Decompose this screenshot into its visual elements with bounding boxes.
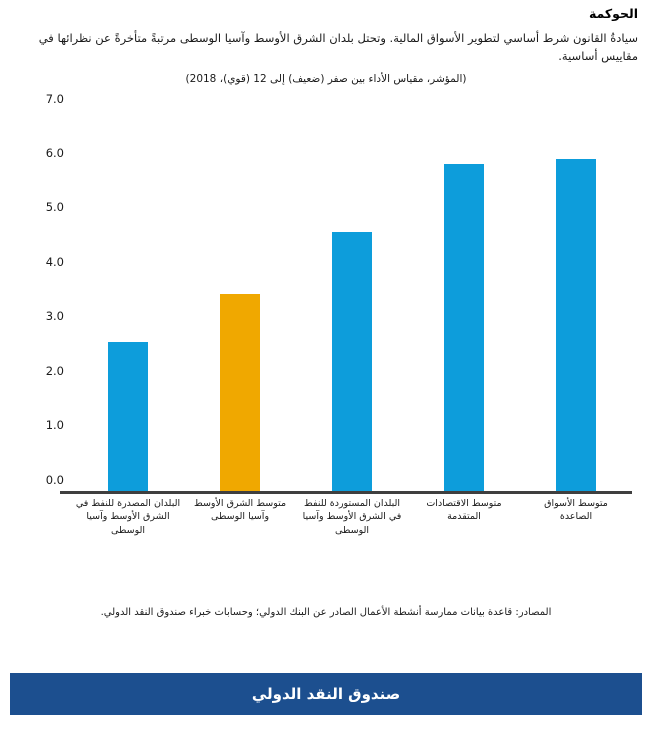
category-label: البلدان المستوردة للنفط في الشرق الأوسط و… [296,497,408,538]
y-axis-tick: 6.0 [45,146,64,161]
category-label-line: متوسط الأسواق [544,497,608,509]
category-label-line: متوسط الشرق الأوسط [193,497,287,509]
y-axis-tick: 5.0 [45,200,64,215]
bar-chart: 0.0 1.0 2.0 3.0 4.0 5.0 6.0 7.0 البلدان المصدرة… [0,92,652,536]
category-label-line: الصاعدة [559,511,593,523]
bar-series [72,113,632,492]
plot-area: 0.0 1.0 2.0 3.0 4.0 5.0 6.0 7.0 [46,92,632,494]
category-label: البلدان المصدرة للنفط في الشرق الأوسط وآس… [72,497,184,538]
category-label-line: الوسطى [110,525,146,537]
source-note: المصادر: قاعدة بيانات ممارسة أنشطة الأعم… [100,607,552,618]
category-label-line: وآسيا الوسطى [210,511,270,523]
category-label-line: الشرق الأوسط وآسيا [86,511,170,523]
bar[interactable] [556,158,596,492]
bar-slot [408,113,520,492]
bar[interactable] [444,164,484,492]
category-label: متوسط الأسواق الصاعدة [520,497,632,538]
x-axis-category-labels: البلدان المصدرة للنفط في الشرق الأوسط وآس… [72,497,632,538]
figure-header: الحوكمة سيادةُ القانون شرط أساسي لتطوير … [0,0,652,85]
x-axis-line [60,491,632,494]
figure-description: سيادةُ القانون شرط أساسي لتطوير الأسواق … [38,31,638,63]
figure-units-note: (المؤشر، مقياس الأداء بين صفر (ضعيف) إلى… [185,72,467,85]
bar[interactable] [332,231,372,492]
bar-slot [184,113,296,492]
footer-bar: صندوق النقد الدولي [10,673,642,715]
category-label-line: في الشرق الأوسط وآسيا [302,511,402,523]
bar-slot [72,113,184,492]
y-axis-tick: 2.0 [45,363,64,378]
bar[interactable] [108,342,148,492]
bar-slot [296,113,408,492]
y-axis-tick: 3.0 [45,309,64,324]
category-label-line: المتقدمة [447,511,481,523]
y-axis-tick: 4.0 [45,254,64,269]
footer-label: صندوق النقد الدولي [251,685,401,703]
category-label: متوسط الشرق الأوسط وآسيا الوسطى [184,497,296,538]
y-axis-tick: 0.0 [45,472,64,487]
y-axis-tick: 1.0 [45,418,64,433]
bar-slot [520,113,632,492]
category-label-line: البلدان المصدرة للنفط في [75,497,181,509]
category-label-line: الوسطى [334,525,370,537]
category-label-line: البلدان المستوردة للنفط [304,497,400,509]
category-label-line: متوسط الاقتصادات [426,497,502,509]
page-title: الحوكمة [588,6,638,21]
y-axis-tick: 7.0 [45,91,64,106]
category-label: متوسط الاقتصادات المتقدمة [408,497,520,538]
bar[interactable] [220,293,260,492]
